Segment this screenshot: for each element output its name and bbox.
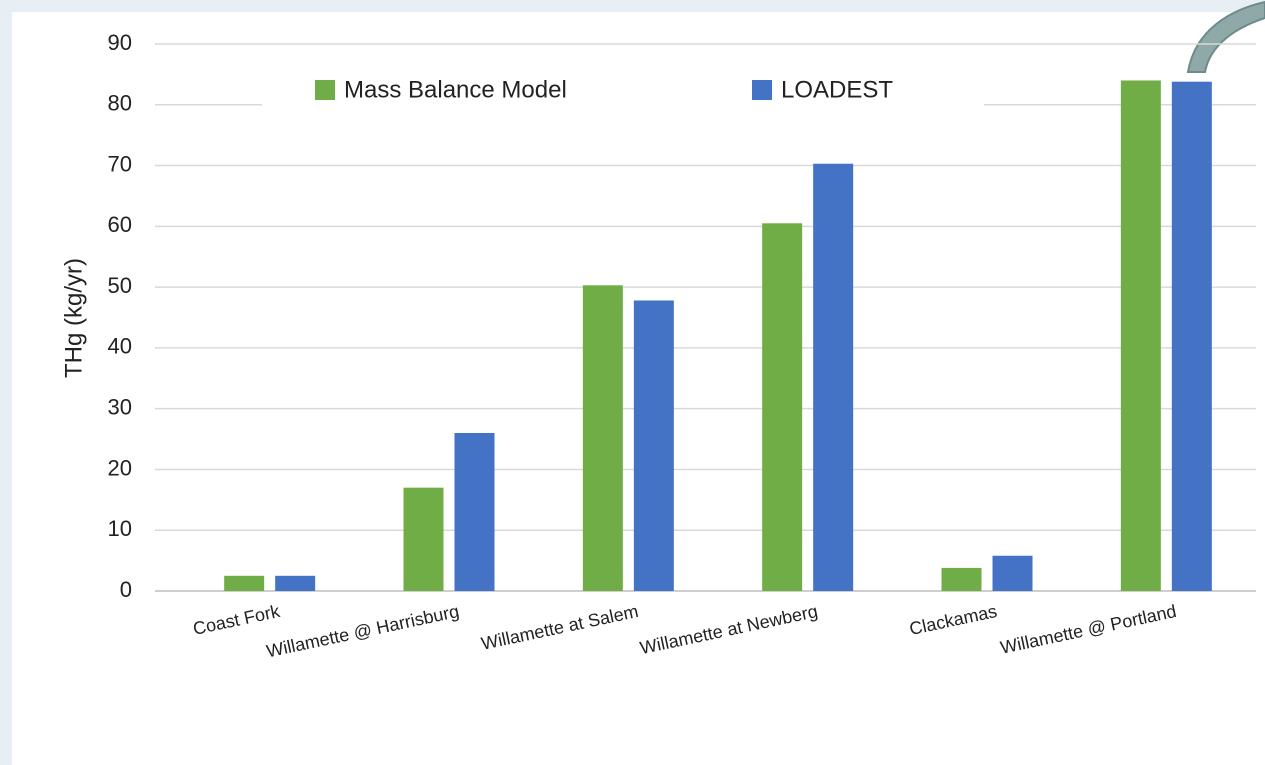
y-tick-label: 0	[120, 577, 132, 602]
legend-background	[262, 68, 984, 114]
legend-swatch	[752, 80, 772, 100]
legend-swatch	[315, 80, 335, 100]
y-tick-label: 50	[108, 273, 132, 298]
bar	[454, 432, 495, 591]
y-tick-label: 20	[108, 455, 132, 480]
bar	[1120, 80, 1161, 591]
y-tick-label: 30	[108, 394, 132, 419]
bar	[1171, 81, 1212, 591]
y-tick-label: 70	[108, 151, 132, 176]
y-tick-label: 90	[108, 30, 132, 55]
y-tick-label: 60	[108, 212, 132, 237]
bar	[992, 555, 1033, 591]
bar	[275, 575, 316, 591]
bar	[224, 575, 265, 591]
bar	[813, 163, 854, 591]
y-tick-label: 10	[108, 516, 132, 541]
bar	[633, 300, 674, 591]
bar	[762, 223, 803, 592]
bar	[582, 285, 623, 591]
bar	[403, 487, 444, 591]
y-tick-label: 80	[108, 91, 132, 116]
decoration	[1186, 0, 1265, 73]
bar	[941, 567, 982, 591]
legend-label: LOADEST	[781, 76, 893, 103]
y-tick-label: 40	[108, 334, 132, 359]
legend-label: Mass Balance Model	[344, 76, 567, 103]
y-axis-title: THg (kg/yr)	[60, 258, 87, 378]
